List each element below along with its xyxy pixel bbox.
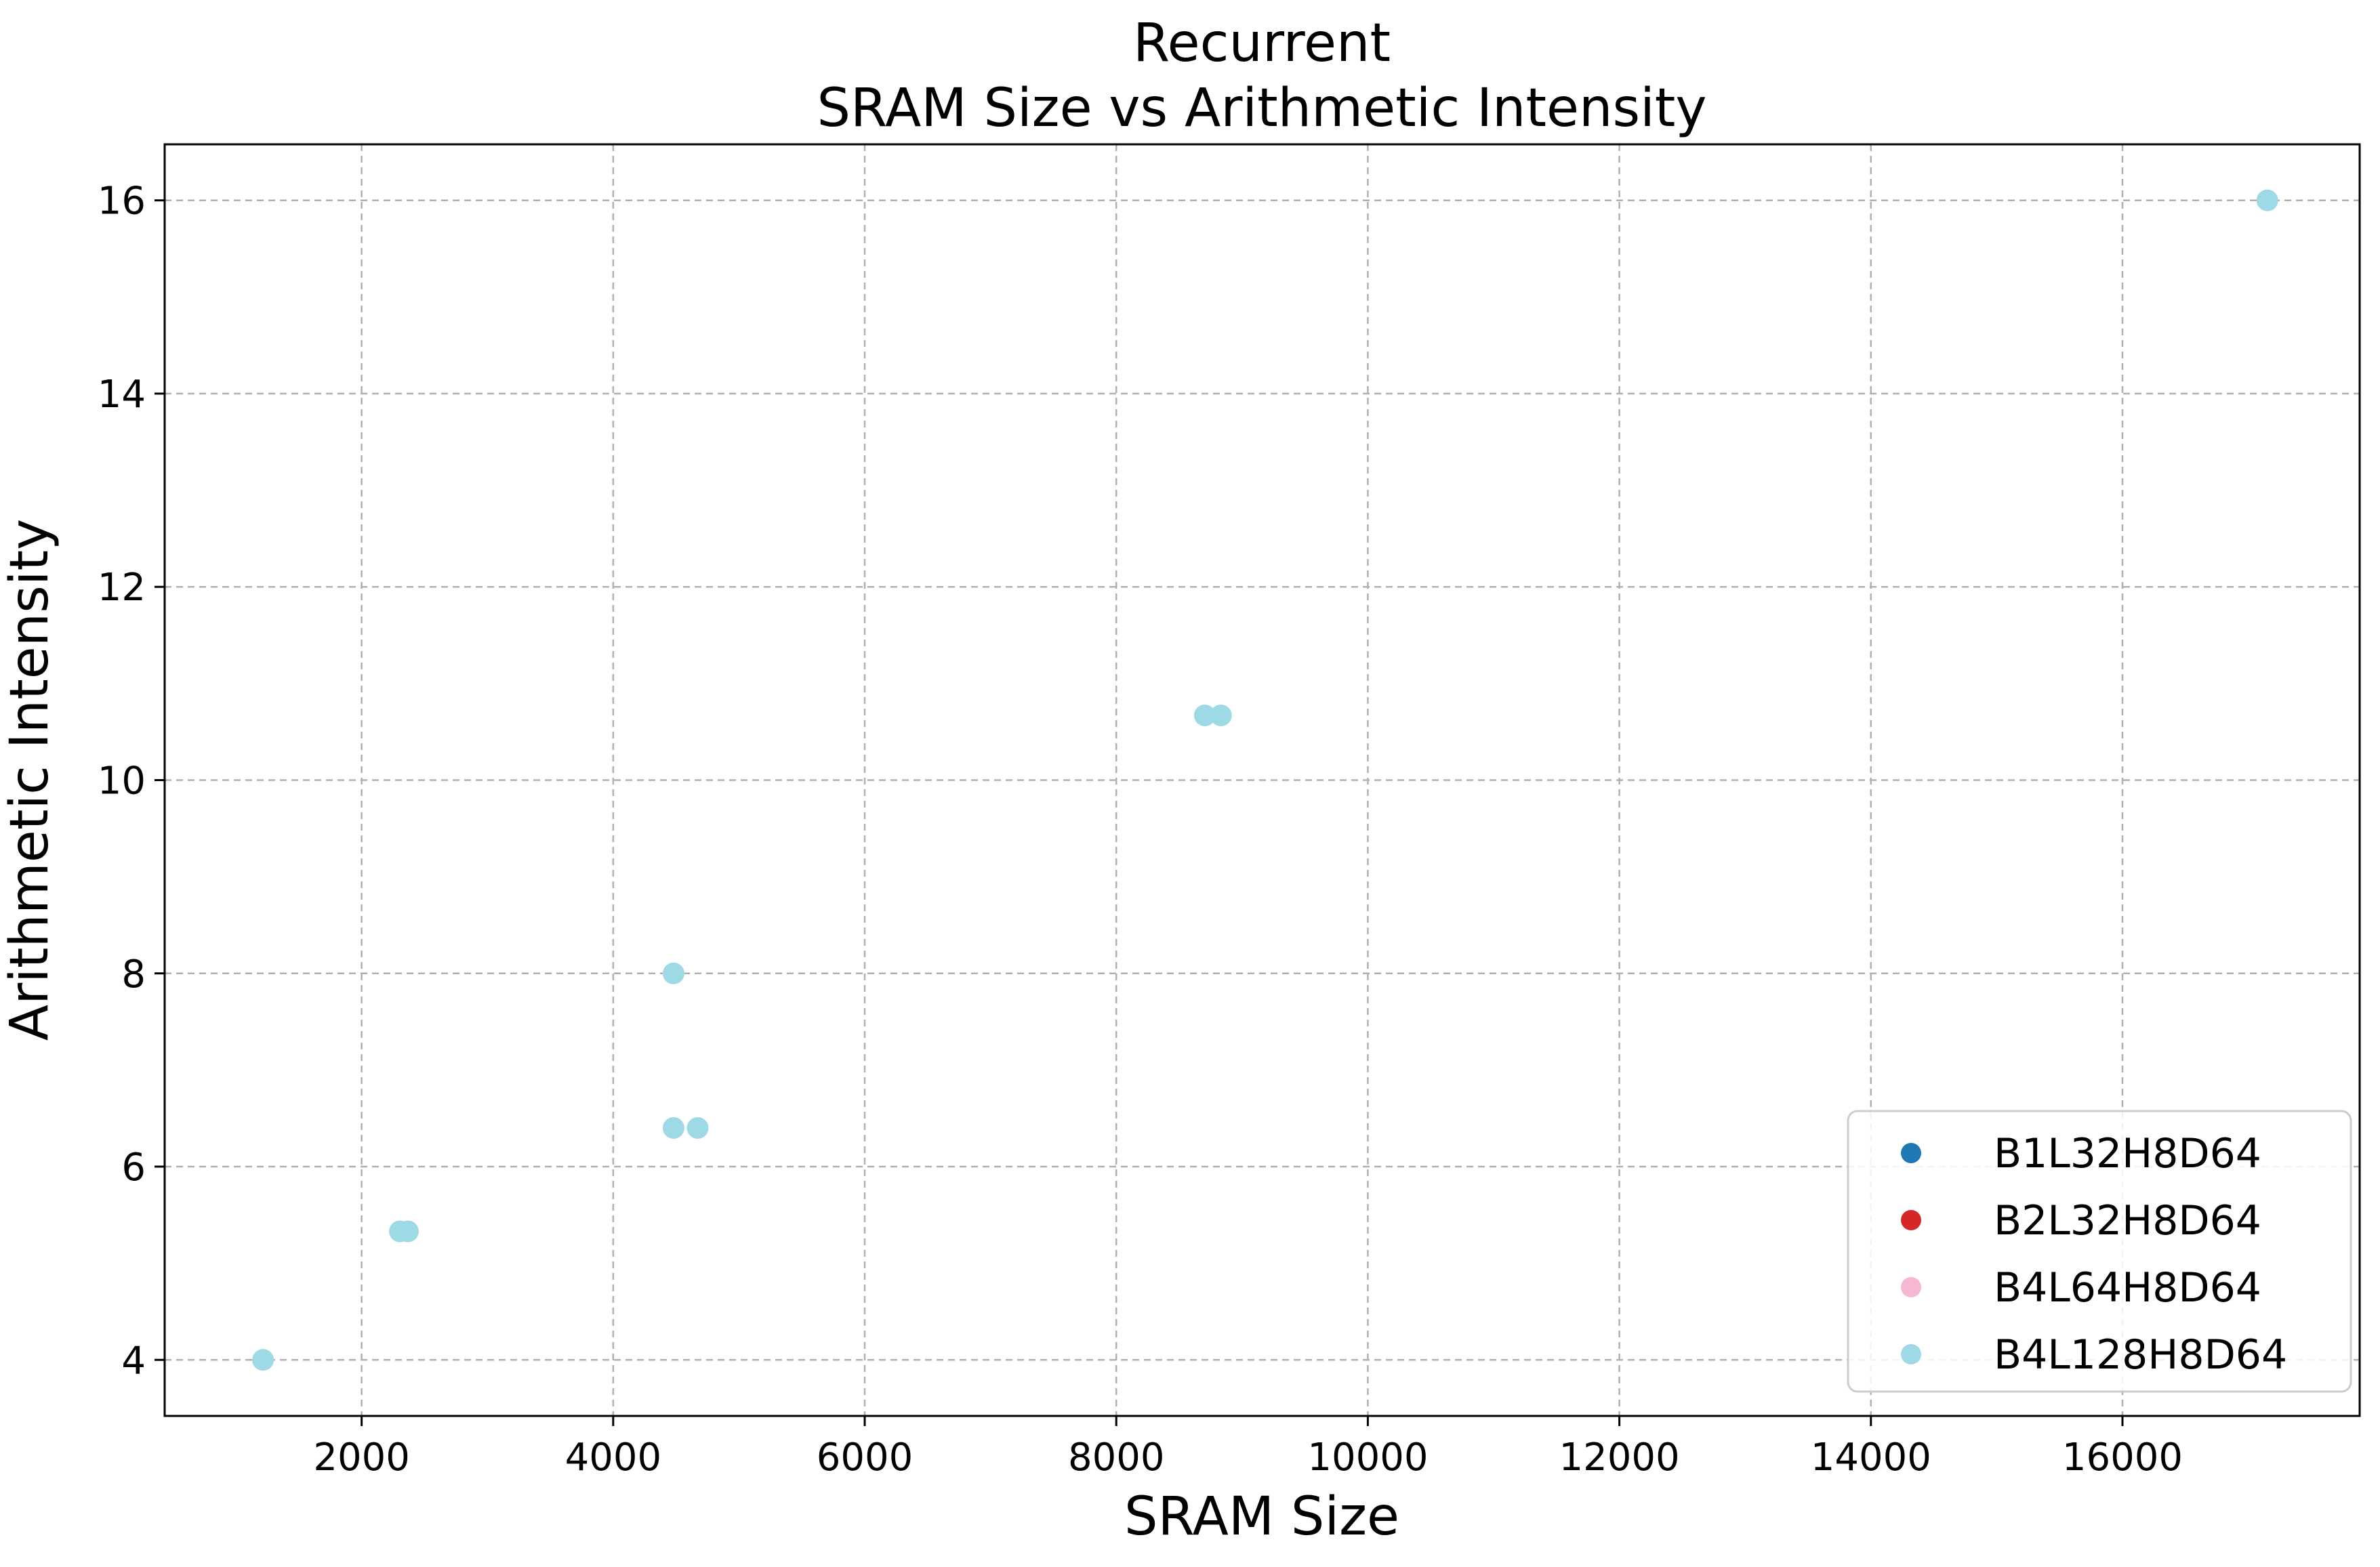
x-tick-label: 14000 [1811,1436,1931,1480]
y-axis-ticks: 4 6 8 10 12 14 16 [98,180,165,1383]
legend-marker [1901,1277,1921,1297]
y-tick-label: 8 [121,953,146,997]
y-tick-label: 12 [98,566,146,610]
x-axis-ticks: 2000 4000 6000 8000 10000 12000 14000 16000 [313,1416,2183,1480]
legend-frame [1847,1110,2352,1393]
legend-marker [1901,1143,1921,1163]
x-tick-label: 12000 [1559,1436,1680,1480]
data-point [2256,189,2278,211]
x-tick-label: 4000 [565,1436,662,1480]
legend-label: B4L128H8D64 [1994,1331,2287,1379]
legend-label: B4L64H8D64 [1994,1264,2261,1312]
x-tick-label: 2000 [313,1436,410,1480]
legend: B1L32H8D64 B2L32H8D64 B4L64H8D64 B4L128H8D6… [1847,1110,2352,1393]
data-point [662,962,684,984]
legend-label: B2L32H8D64 [1994,1197,2261,1245]
data-point [1210,704,1232,726]
data-point [252,1349,274,1371]
x-axis-label: SRAM Size [1124,1486,1399,1547]
x-tick-label: 10000 [1307,1436,1428,1480]
legend-label: B1L32H8D64 [1994,1130,2261,1177]
legend-marker [1901,1210,1921,1230]
y-tick-label: 6 [121,1146,146,1190]
grid [165,144,2360,1416]
chart-title: Recurrent [1133,13,1391,74]
y-tick-label: 10 [98,759,146,803]
x-tick-label: 8000 [1068,1436,1165,1480]
y-axis-label: Arithmetic Intensity [0,519,60,1041]
y-tick-label: 14 [98,373,146,417]
y-tick-label: 4 [121,1339,146,1383]
x-tick-label: 6000 [817,1436,914,1480]
data-point [396,1220,419,1242]
chart-subtitle: SRAM Size vs Arithmetic Intensity [817,78,1706,139]
data-point [1193,704,1216,726]
legend-marker [1901,1344,1921,1364]
data-points [252,189,2278,1371]
data-point [686,1116,709,1139]
y-tick-label: 16 [98,180,146,224]
data-point [662,1116,684,1139]
x-tick-label: 16000 [2062,1436,2183,1480]
